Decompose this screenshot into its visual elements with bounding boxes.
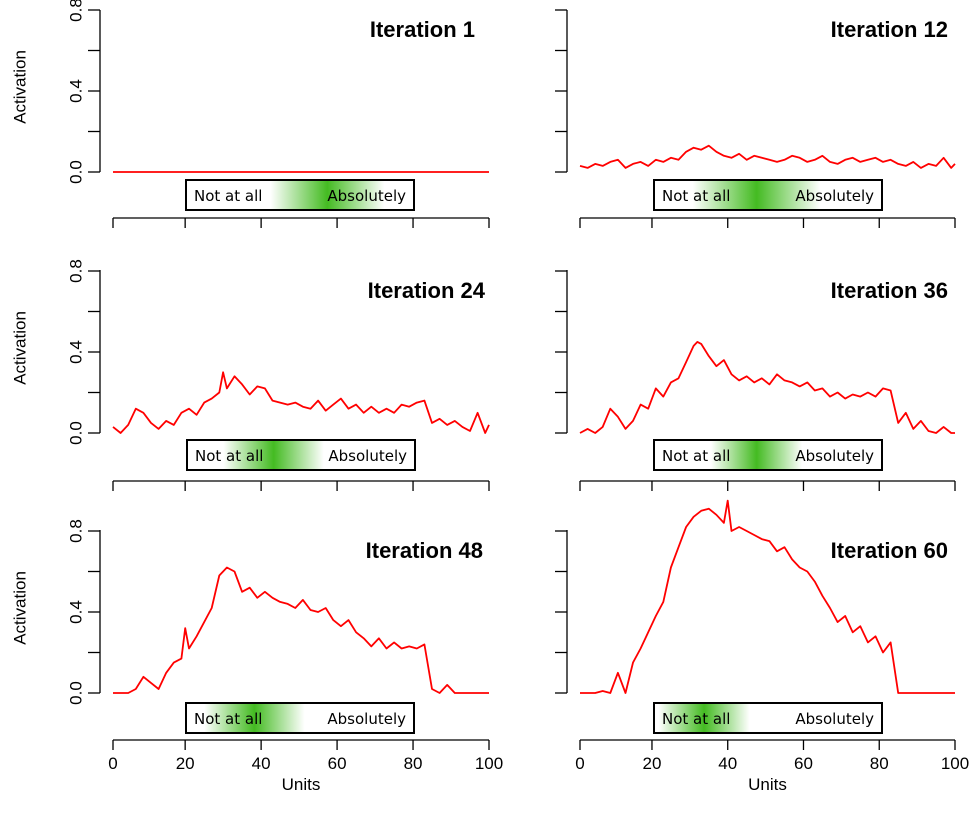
panel-iteration-12: Iteration 12 Not at all Absolutely <box>555 9 956 228</box>
legend-label-absolutely: Absolutely <box>327 187 406 205</box>
panel-iteration-36: Iteration 36 Not at all Absolutely <box>555 270 956 491</box>
activation-line <box>113 566 489 694</box>
legend-label-not-at-all: Not at all <box>662 447 730 465</box>
legend-label-absolutely: Absolutely <box>327 710 406 728</box>
activation-line <box>112 371 490 434</box>
panel-title: Iteration 24 <box>368 278 486 303</box>
y-axis-title: Activation <box>11 50 30 124</box>
x-tick-label: 0 <box>575 754 584 773</box>
panel-iteration-48: 0.0 0.4 0.8 Activation Iteration 48 Not … <box>11 519 504 794</box>
y-tick-label: 0.0 <box>67 421 86 445</box>
y-tick-label: 0.0 <box>67 160 86 184</box>
panel-title: Iteration 48 <box>366 538 483 563</box>
panel-title: Iteration 36 <box>831 278 948 303</box>
legend-label-absolutely: Absolutely <box>795 447 874 465</box>
x-tick-label: 60 <box>328 754 347 773</box>
activation-line <box>580 499 955 694</box>
x-tick-label: 80 <box>404 754 423 773</box>
x-tick-label: 0 <box>108 754 117 773</box>
y-tick-label: 0.4 <box>67 600 86 624</box>
x-tick-label: 20 <box>643 754 662 773</box>
legend-label-absolutely: Absolutely <box>328 447 407 465</box>
x-tick-label: 100 <box>475 754 503 773</box>
legend-box <box>653 179 883 211</box>
legend-label-not-at-all: Not at all <box>662 710 730 728</box>
activation-line <box>579 340 955 434</box>
legend-label-not-at-all: Not at all <box>194 710 262 728</box>
legend-box <box>653 439 883 471</box>
activation-line <box>579 144 956 169</box>
legend-label-absolutely: Absolutely <box>795 187 874 205</box>
y-tick-label: 0.8 <box>67 519 86 543</box>
panel-title: Iteration 60 <box>831 538 948 563</box>
x-tick-label: 40 <box>718 754 737 773</box>
y-tick-label: 0.8 <box>67 259 86 283</box>
y-axis-title: Activation <box>11 311 30 385</box>
x-tick-label: 60 <box>794 754 813 773</box>
legend-box <box>185 702 415 734</box>
panel-title: Iteration 1 <box>370 17 475 42</box>
legend-label-not-at-all: Not at all <box>195 447 263 465</box>
x-tick-label: 100 <box>941 754 969 773</box>
x-axis-title: Units <box>282 775 321 794</box>
legend-box <box>653 702 883 734</box>
y-tick-label: 0.0 <box>67 681 86 705</box>
panel-iteration-60: Iteration 60 Not at all Absolutely 0 20 … <box>555 499 969 794</box>
panel-iteration-24: 0.0 0.4 0.8 Activation Iteration 24 Not … <box>11 259 490 491</box>
panel-iteration-1: 0.0 0.4 0.8 Activation Iteration 1 Not a… <box>11 0 490 228</box>
y-tick-label: 0.4 <box>67 79 86 103</box>
y-tick-label: 0.4 <box>67 340 86 364</box>
legend-label-absolutely: Absolutely <box>795 710 874 728</box>
x-axis-title: Units <box>748 775 787 794</box>
legend-box <box>185 179 415 211</box>
x-tick-label: 40 <box>252 754 271 773</box>
y-tick-label: 0.8 <box>67 0 86 22</box>
y-axis-title: Activation <box>11 571 30 645</box>
x-tick-label: 20 <box>176 754 195 773</box>
legend-box <box>186 439 416 471</box>
legend-label-not-at-all: Not at all <box>662 187 730 205</box>
legend-label-not-at-all: Not at all <box>194 187 262 205</box>
panel-title: Iteration 12 <box>831 17 948 42</box>
x-tick-label: 80 <box>870 754 889 773</box>
